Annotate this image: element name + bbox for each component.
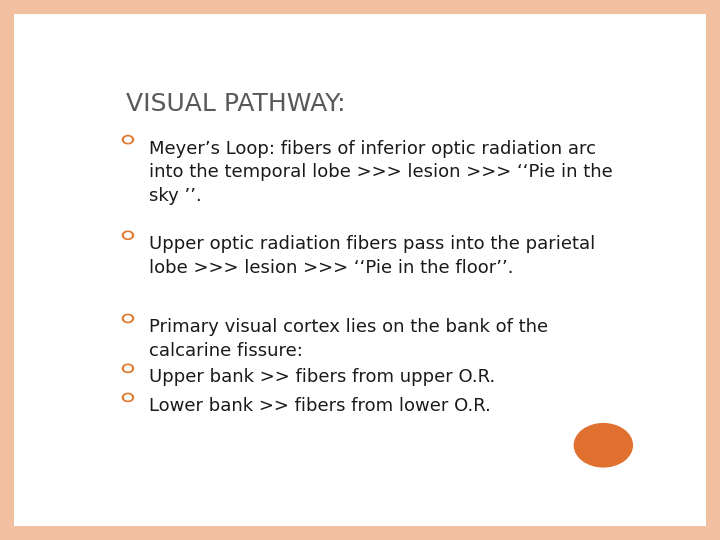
Text: Upper optic radiation fibers pass into the parietal: Upper optic radiation fibers pass into t…	[148, 235, 595, 253]
Circle shape	[122, 231, 133, 239]
Circle shape	[125, 137, 131, 142]
Circle shape	[125, 233, 131, 238]
Text: Upper bank >> fibers from upper O.R.: Upper bank >> fibers from upper O.R.	[148, 368, 495, 386]
Circle shape	[125, 366, 131, 371]
Text: Lower bank >> fibers from lower O.R.: Lower bank >> fibers from lower O.R.	[148, 397, 490, 415]
Circle shape	[122, 314, 133, 322]
Circle shape	[122, 136, 133, 144]
Circle shape	[122, 364, 133, 373]
Circle shape	[125, 395, 131, 400]
Text: Primary visual cortex lies on the bank of the: Primary visual cortex lies on the bank o…	[148, 319, 548, 336]
Circle shape	[575, 424, 632, 467]
Text: lobe >>> lesion >>> ‘‘Pie in the floor’’.: lobe >>> lesion >>> ‘‘Pie in the floor’’…	[148, 259, 513, 277]
Text: calcarine fissure:: calcarine fissure:	[148, 342, 302, 360]
Text: VISUAL PATHWAY:: VISUAL PATHWAY:	[126, 92, 346, 116]
Text: Meyer’s Loop: fibers of inferior optic radiation arc: Meyer’s Loop: fibers of inferior optic r…	[148, 140, 595, 158]
Circle shape	[122, 393, 133, 402]
Circle shape	[125, 316, 131, 321]
Text: into the temporal lobe >>> lesion >>> ‘‘Pie in the: into the temporal lobe >>> lesion >>> ‘‘…	[148, 163, 612, 181]
Text: sky ’’.: sky ’’.	[148, 187, 202, 205]
